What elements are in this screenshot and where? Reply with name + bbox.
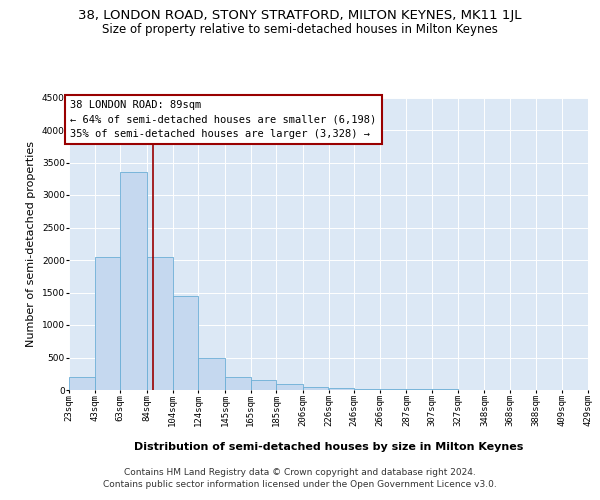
Text: Size of property relative to semi-detached houses in Milton Keynes: Size of property relative to semi-detach… [102, 22, 498, 36]
Y-axis label: Number of semi-detached properties: Number of semi-detached properties [26, 141, 36, 347]
Bar [276, 384, 303, 390]
Text: Contains HM Land Registry data © Crown copyright and database right 2024.
Contai: Contains HM Land Registry data © Crown c… [103, 468, 497, 489]
Text: 38 LONDON ROAD: 89sqm
← 64% of semi-detached houses are smaller (6,198)
35% of s: 38 LONDON ROAD: 89sqm ← 64% of semi-deta… [70, 100, 377, 139]
Bar [354, 388, 380, 390]
Bar [69, 377, 95, 390]
Text: Distribution of semi-detached houses by size in Milton Keynes: Distribution of semi-detached houses by … [134, 442, 523, 452]
Bar [173, 296, 198, 390]
Bar [95, 257, 120, 390]
Bar [120, 172, 147, 390]
Bar [303, 387, 329, 390]
Bar [380, 389, 406, 390]
Bar [329, 388, 354, 390]
Bar [251, 380, 276, 390]
Text: 38, LONDON ROAD, STONY STRATFORD, MILTON KEYNES, MK11 1JL: 38, LONDON ROAD, STONY STRATFORD, MILTON… [78, 9, 522, 22]
Bar [147, 257, 173, 390]
Bar [198, 358, 225, 390]
Bar [225, 378, 251, 390]
